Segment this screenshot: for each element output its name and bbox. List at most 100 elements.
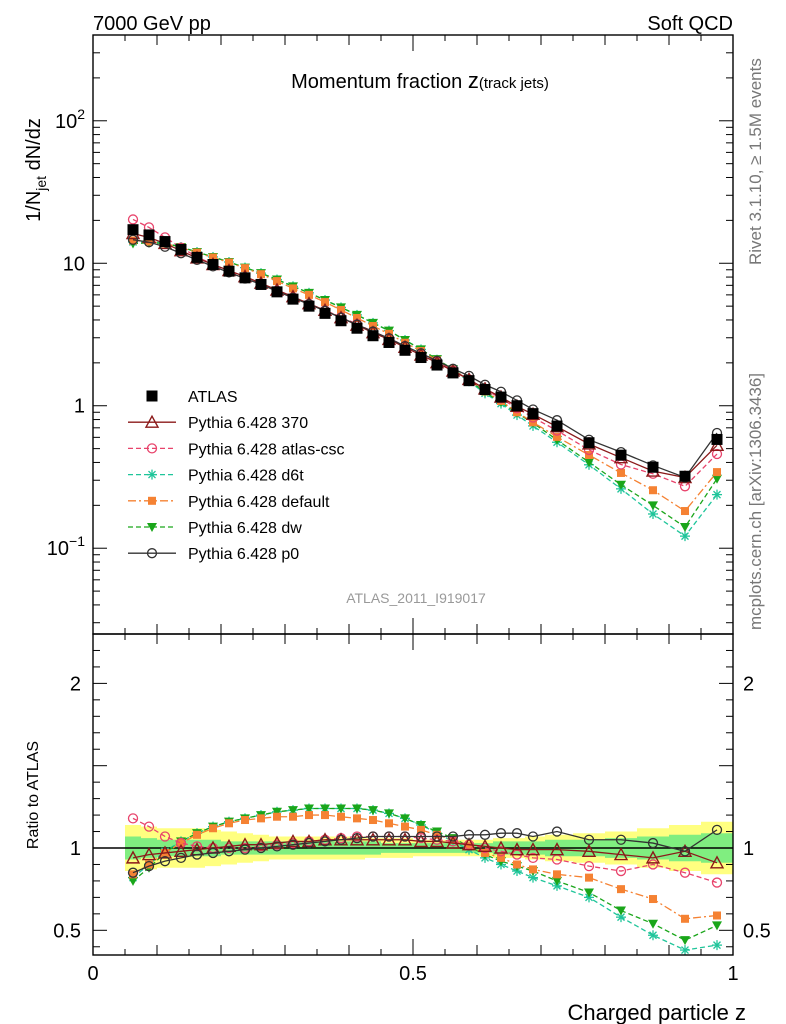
marker-default [417,347,425,356]
analysis-id-watermark: ATLAS_2011_I919017 [346,590,486,606]
marker-p0 [191,849,203,860]
marker-ATLAS [143,229,155,241]
marker-p0 [175,852,187,864]
marker-dw [552,876,562,886]
ratio-y-tick-label-left: 2 [70,673,81,695]
marker-default [193,830,201,839]
marker-ATLAS [367,330,379,342]
marker-ATLAS [463,375,475,387]
x-tick-label: 1 [727,963,738,985]
marker-370 [525,842,541,856]
plot-title-var: z [468,68,479,93]
marker-dw [584,458,594,468]
marker-p0 [551,826,563,837]
plot-title-main: Momentum fraction [291,71,468,93]
marker-dw [680,523,690,533]
marker-p0 [431,831,443,842]
plot-title: Momentum fraction z(track jets) [291,68,549,93]
marker-p0 [711,824,723,836]
marker-dw [648,501,658,511]
marker-d6t [680,531,690,542]
marker-370 [141,847,157,861]
marker-atlas-csc [159,831,171,842]
marker-ATLAS [146,390,158,402]
marker-370 [144,414,160,428]
legend-item-p0: Pythia 6.428 p0 [128,546,299,563]
legend-label-atlas-csc: Pythia 6.428 atlas-csc [188,441,345,458]
marker-ATLAS [271,286,283,298]
marker-d6t-arm [649,931,657,940]
marker-default [241,264,249,273]
marker-ATLAS [679,470,691,482]
marker-d6t-arm [713,490,721,499]
marker-default [145,860,153,869]
marker-ATLAS [495,391,507,403]
y-tick-label: 10−1 [47,533,85,560]
marker-ATLAS [319,307,331,319]
header-right: Soft QCD [647,13,733,35]
marker-default [353,814,361,823]
y-tick-label: 10 [63,253,85,275]
marker-370 [709,855,725,869]
marker-ATLAS [647,461,659,473]
legend-item-d6t: Pythia 6.428 d6t [128,468,304,485]
marker-d6t-arm [713,941,721,950]
y-tick-label: 1 [74,396,85,418]
marker-default [305,290,313,299]
marker-p0 [351,832,363,844]
marker-dw [304,804,314,814]
marker-default [257,814,265,823]
marker-ATLAS [583,437,595,449]
marker-atlas-csc [711,448,723,460]
ratio-y-axis-label: Ratio to ATLAS [25,741,42,849]
marker-p0 [415,831,427,842]
marker-370 [549,842,565,856]
legend-label-default: Pythia 6.428 default [188,494,330,511]
marker-370 [125,850,141,864]
marker-p0 [463,829,475,840]
marker-ATLAS [127,224,139,236]
marker-370 [413,833,429,848]
x-tick-label: 0.5 [399,963,427,985]
marker-ATLAS [239,272,251,284]
marker-d6t [648,930,658,941]
marker-d6t [680,945,690,956]
marker-default [225,258,233,267]
marker-default [713,468,721,477]
marker-default [337,812,345,821]
marker-p0 [319,836,331,847]
marker-atlas-csc [127,214,139,225]
marker-default [129,236,137,245]
legend-item-dw: Pythia 6.428 dw [128,520,302,537]
marker-default [321,298,329,307]
marker-ATLAS [207,259,219,271]
marker-370 [493,840,509,854]
marker-ATLAS [175,243,187,255]
marker-default [417,825,425,834]
marker-atlas-csc [679,867,691,878]
marker-atlas-csc [711,877,723,888]
marker-default [273,812,281,821]
marker-p0 [647,837,659,849]
marker-p0 [127,867,139,878]
marker-default [148,496,156,505]
marker-370 [645,850,661,864]
marker-default [401,822,409,831]
marker-default [553,432,561,441]
marker-p0 [223,846,235,857]
marker-d6t-arm [681,532,689,541]
marker-ATLAS [255,278,267,290]
ratio-y-tick-label-right: 0.5 [743,920,771,942]
marker-d6t [147,469,157,480]
marker-p0 [255,842,267,854]
legend-label-ATLAS: ATLAS [188,389,238,406]
marker-p0 [511,828,523,839]
marker-ATLAS [527,408,539,420]
marker-d6t [648,508,658,519]
marker-default [257,270,265,279]
legend-item-default: Pythia 6.428 default [128,494,330,511]
marker-d6t-arm [649,510,657,518]
marker-p0 [143,860,155,872]
y-tick-exponent: 2 [77,106,85,122]
marker-370 [613,847,629,861]
